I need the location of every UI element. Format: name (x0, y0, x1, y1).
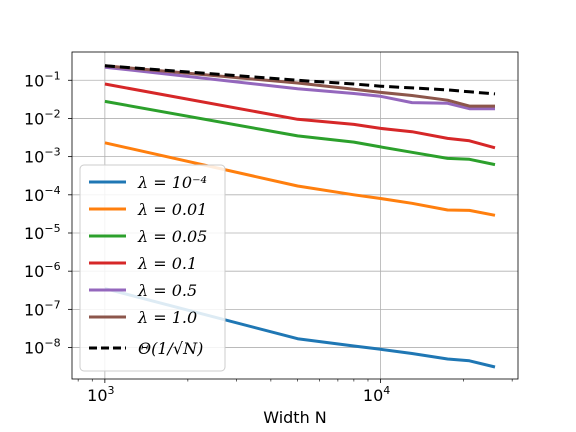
legend-label: λ = 0.1 (137, 254, 197, 273)
series-lines (104, 64, 496, 369)
series-line (104, 82, 496, 150)
y-tick-label: 10−7 (24, 298, 61, 319)
y-axis-ticks: 10−8 10−7 10−6 10−5 10−4 10−3 10−2 10−1 (24, 69, 72, 358)
series-line (104, 65, 495, 111)
series-line (104, 64, 496, 96)
x-tick-label: 104 (363, 384, 390, 405)
series-line (104, 287, 496, 369)
legend-label: λ = 0.01 (137, 200, 207, 219)
series-line (104, 141, 496, 217)
y-tick-label: 10−6 (24, 260, 61, 281)
legend-label: λ = 1.0 (137, 308, 197, 327)
series-line (104, 99, 496, 167)
y-tick-label: 10−4 (24, 184, 61, 205)
legend-label: λ = 0.5 (137, 281, 197, 300)
y-tick-label: 10−5 (24, 222, 61, 243)
legend-label: λ = 0.05 (137, 227, 207, 246)
y-tick-label: 10−3 (24, 146, 61, 167)
x-axis-ticks: 103 104 (77, 379, 513, 405)
series-line (104, 64, 495, 108)
x-axis-label: Width N (263, 408, 327, 427)
x-tick-label: 103 (87, 384, 114, 405)
legend-label: Θ(1/√N) (138, 339, 203, 358)
y-tick-label: 10−2 (24, 107, 61, 128)
plot-frame (71, 51, 519, 380)
legend-label: λ = 10⁻⁴ (137, 173, 207, 192)
y-tick-label: 10−8 (24, 337, 61, 358)
y-tick-label: 10−1 (24, 69, 61, 90)
legend: λ = 10⁻⁴ λ = 0.01 λ = 0.05 λ = 0.1 λ = 0.5 λ … (79, 164, 226, 372)
legend-box (79, 164, 226, 372)
